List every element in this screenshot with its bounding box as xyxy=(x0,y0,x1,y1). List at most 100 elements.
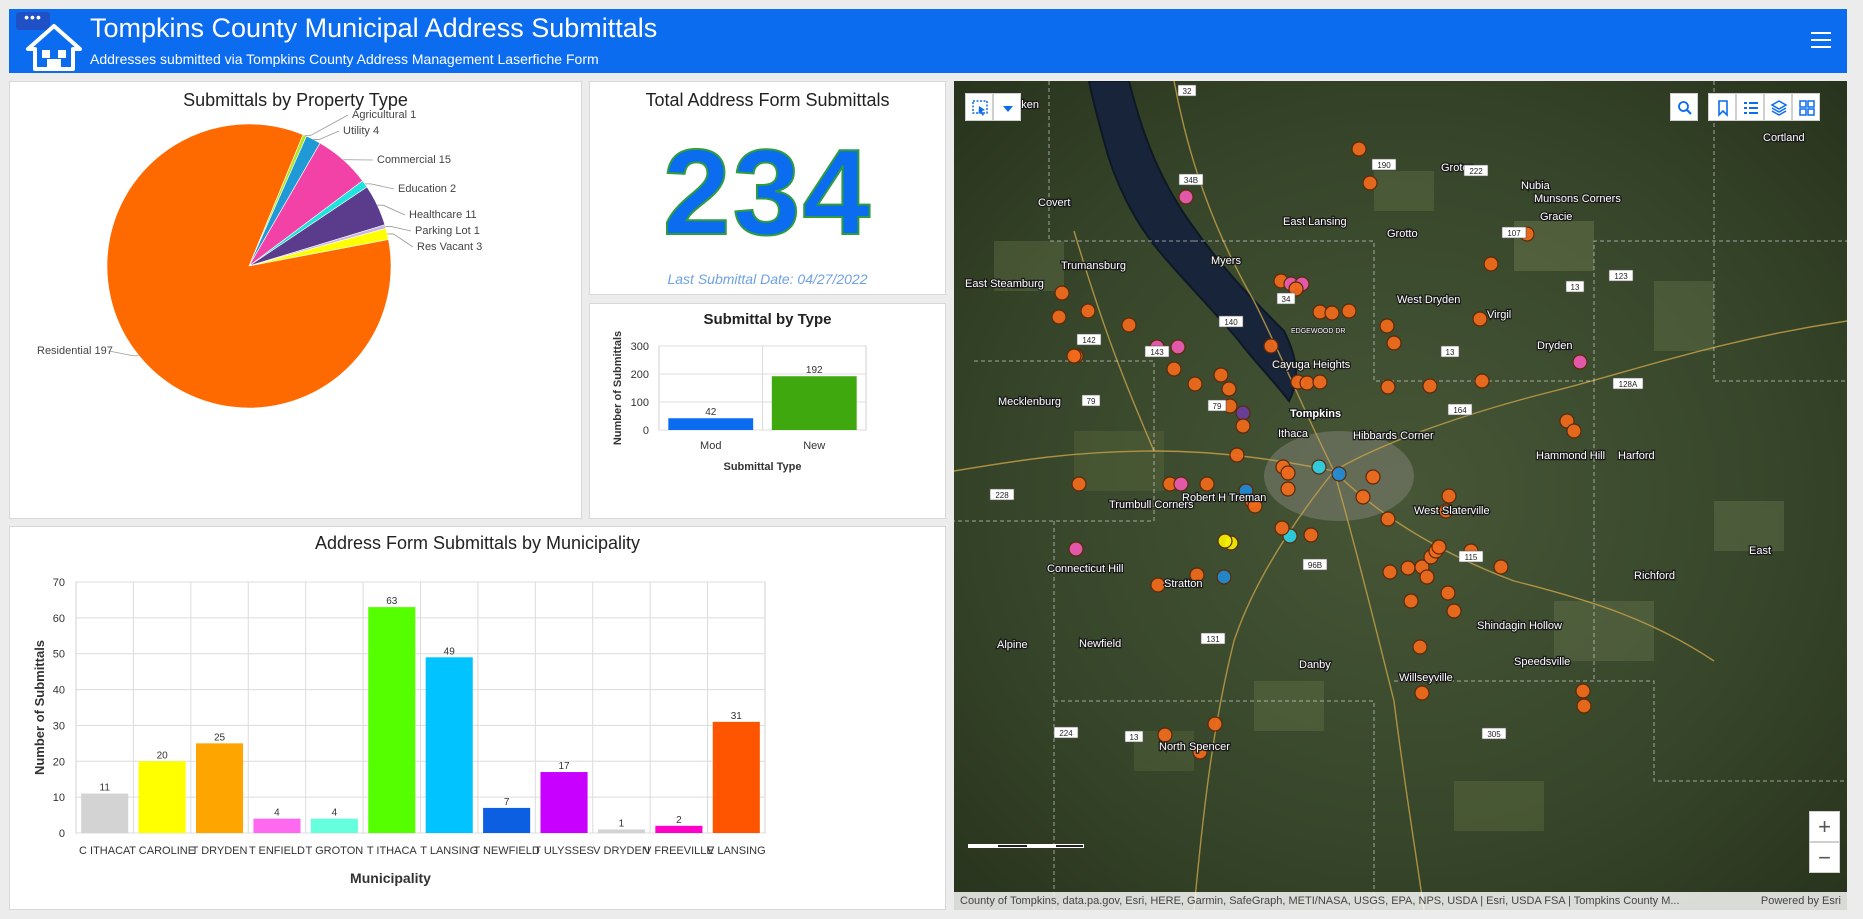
submittal-point[interactable] xyxy=(1299,375,1315,391)
place-label: East xyxy=(1749,545,1771,557)
submittal-point[interactable] xyxy=(1150,577,1166,593)
submittal-point[interactable] xyxy=(1365,469,1381,485)
submittal-point[interactable] xyxy=(1483,256,1499,272)
submittal-point[interactable] xyxy=(1412,639,1428,655)
submittal-point[interactable] xyxy=(1217,533,1233,549)
submittal-point[interactable] xyxy=(1051,309,1067,325)
submittal-point[interactable] xyxy=(1263,338,1279,354)
submittal-point[interactable] xyxy=(1189,567,1205,583)
submittal-point[interactable] xyxy=(1213,367,1229,383)
bar-t-caroline[interactable] xyxy=(138,761,186,833)
road-shield xyxy=(1608,269,1634,282)
submittal-point[interactable] xyxy=(1303,527,1319,543)
submittal-point[interactable] xyxy=(1312,374,1328,390)
submittal-point[interactable] xyxy=(1280,481,1296,497)
submittal-point[interactable] xyxy=(1380,511,1396,527)
submittal-point[interactable] xyxy=(1311,459,1327,475)
bar-c-ithaca[interactable] xyxy=(81,793,129,833)
submittal-point[interactable] xyxy=(1431,539,1447,555)
submittal-point[interactable] xyxy=(1274,520,1290,536)
submittal-point[interactable] xyxy=(1054,285,1070,301)
submittal-point[interactable] xyxy=(1379,318,1395,334)
submittal-point[interactable] xyxy=(1199,476,1215,492)
bar-new[interactable] xyxy=(771,376,857,430)
submittal-point[interactable] xyxy=(1493,559,1509,575)
bar-v-dryden[interactable] xyxy=(597,829,645,833)
submittal-point[interactable] xyxy=(1178,189,1194,205)
y-tick-label: 50 xyxy=(53,649,65,661)
submittal-point[interactable] xyxy=(1441,488,1457,504)
submittal-point[interactable] xyxy=(1247,498,1263,514)
submittal-point[interactable] xyxy=(1575,683,1591,699)
submittal-point[interactable] xyxy=(1386,335,1402,351)
bar-v-freeville[interactable] xyxy=(655,825,703,833)
submittal-point[interactable] xyxy=(1280,465,1296,481)
bar-v-lansing[interactable] xyxy=(712,721,760,833)
submittal-point[interactable] xyxy=(1166,361,1182,377)
bar-value-label: 4 xyxy=(332,808,338,819)
submittal-point[interactable] xyxy=(1331,466,1347,482)
submittal-point[interactable] xyxy=(1446,603,1462,619)
submittal-point[interactable] xyxy=(1216,569,1232,585)
submittal-point[interactable] xyxy=(1192,744,1208,760)
submittal-point[interactable] xyxy=(1422,378,1438,394)
submittal-point[interactable] xyxy=(1403,593,1419,609)
submittal-point[interactable] xyxy=(1229,447,1245,463)
submittal-point[interactable] xyxy=(1235,405,1251,421)
bar-t-ithaca[interactable] xyxy=(368,607,416,833)
bar-t-groton[interactable] xyxy=(310,818,358,833)
submittal-point[interactable] xyxy=(1080,303,1096,319)
submittal-point[interactable] xyxy=(1351,141,1367,157)
submittal-point[interactable] xyxy=(1472,311,1488,327)
submittal-point[interactable] xyxy=(1207,716,1223,732)
legend-icon[interactable] xyxy=(1736,93,1764,121)
bar-mod[interactable] xyxy=(668,418,754,430)
bar-t-dryden[interactable] xyxy=(196,743,244,833)
submittal-point[interactable] xyxy=(1324,305,1340,321)
powered-by-esri[interactable]: Powered by Esri xyxy=(1760,895,1841,907)
bar-t-lansing[interactable] xyxy=(425,657,473,833)
submittal-point[interactable] xyxy=(1173,476,1189,492)
bookmark-icon[interactable] xyxy=(1708,93,1736,121)
submittal-point[interactable] xyxy=(1121,317,1137,333)
submittal-point[interactable] xyxy=(1572,354,1588,370)
layers-icon[interactable] xyxy=(1764,93,1792,121)
dropdown-icon[interactable] xyxy=(993,93,1021,121)
submittal-point[interactable] xyxy=(1221,381,1237,397)
submittal-point[interactable] xyxy=(1071,476,1087,492)
submittal-point[interactable] xyxy=(1157,727,1173,743)
submittal-point[interactable] xyxy=(1066,348,1082,364)
map-view[interactable]: Covert East Lansing Groton Nubia Munsons Cor… xyxy=(954,81,1847,910)
submittal-point[interactable] xyxy=(1400,560,1416,576)
submittal-point[interactable] xyxy=(1068,541,1084,557)
hamburger-menu-icon[interactable] xyxy=(1811,32,1831,50)
submittal-point[interactable] xyxy=(1414,685,1430,701)
submittal-point[interactable] xyxy=(1474,373,1490,389)
submittal-point[interactable] xyxy=(1566,423,1582,439)
bar-t-enfield[interactable] xyxy=(253,818,301,833)
zoom-in-button[interactable]: + xyxy=(1809,811,1840,842)
select-icon[interactable] xyxy=(965,93,993,121)
submittal-point[interactable] xyxy=(1419,569,1435,585)
submittal-point[interactable] xyxy=(1380,379,1396,395)
ellipsis-icon[interactable]: ••• xyxy=(16,10,50,30)
bar-t-ulysses[interactable] xyxy=(540,772,588,833)
submittal-point[interactable] xyxy=(1355,489,1371,505)
search-icon[interactable] xyxy=(1670,93,1698,121)
submittal-point[interactable] xyxy=(1288,281,1304,297)
bar-t-newfield[interactable] xyxy=(483,807,531,833)
zoom-out-button[interactable]: − xyxy=(1809,842,1840,873)
basemap-gallery-icon[interactable] xyxy=(1792,93,1820,121)
submittal-points-layer[interactable] xyxy=(1051,141,1592,760)
road-shield xyxy=(1565,280,1585,293)
submittal-point[interactable] xyxy=(1235,418,1251,434)
submittal-point[interactable] xyxy=(1438,503,1454,519)
submittal-point[interactable] xyxy=(1170,339,1186,355)
submittal-point[interactable] xyxy=(1187,376,1203,392)
submittal-point[interactable] xyxy=(1362,175,1378,191)
submittal-point[interactable] xyxy=(1576,698,1592,714)
submittal-point[interactable] xyxy=(1440,585,1456,601)
submittal-point[interactable] xyxy=(1341,303,1357,319)
submittal-point[interactable] xyxy=(1382,564,1398,580)
